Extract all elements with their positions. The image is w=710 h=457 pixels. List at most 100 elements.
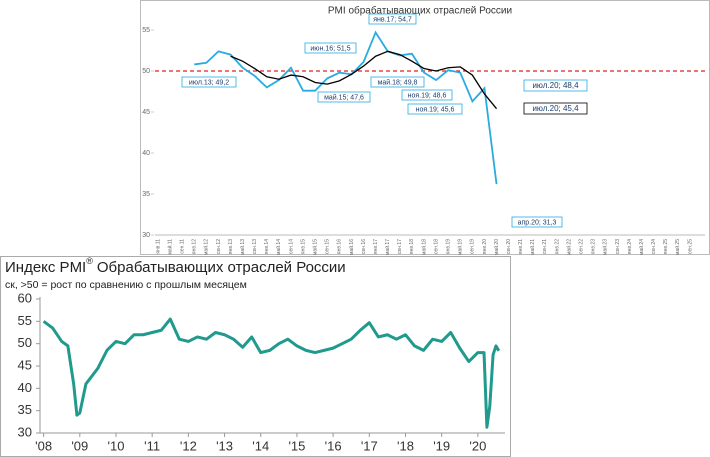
x-tick-label: май.24 <box>638 239 645 255</box>
annotation-box <box>523 102 588 115</box>
x-tick-label: сен.21 <box>542 239 548 254</box>
x-tick-label: '16 <box>325 438 342 453</box>
x-tick-label: '17 <box>361 438 378 453</box>
x-tick-label: май.23 <box>602 239 609 255</box>
x-tick-label: май.20 <box>493 239 500 255</box>
x-tick-label: '08 <box>35 438 52 453</box>
bottom-chart: 30 35 40 45 50 55 60 '08 '09 '10 '11 '12 '13 '14 '15 '1… <box>18 290 505 453</box>
x-tick-label: сен.12 <box>216 239 222 254</box>
y-tick-label: 35 <box>142 191 150 198</box>
y-tick-label: 60 <box>18 290 32 305</box>
x-tick-label: янв.17 <box>373 239 379 254</box>
annotation: июл.20; 45,4 <box>532 104 579 113</box>
y-tick-label: 40 <box>18 380 32 395</box>
x-tick-label: май.17 <box>384 239 391 255</box>
x-tick-label: сен.14 <box>288 239 294 254</box>
x-tick-label: янв.14 <box>264 239 270 254</box>
x-tick-label: янв.25 <box>663 239 669 254</box>
x-tick-label: май.14 <box>275 239 282 255</box>
x-tick-label: май.13 <box>239 239 246 255</box>
annotation-box <box>407 103 463 115</box>
y-tick-label: 30 <box>18 424 32 439</box>
x-tick-label: янв.22 <box>554 239 560 254</box>
x-tick-label: сен.22 <box>579 239 585 254</box>
x-tick-label: '18 <box>397 438 414 453</box>
annotation: июн.16; 51,5 <box>310 45 350 52</box>
x-tick-label: '11 <box>144 438 160 453</box>
y-tick-label: 40 <box>142 150 150 157</box>
x-tick-label: май.15 <box>312 239 319 255</box>
top-chart: 30 35 40 45 50 55 янв.11 май.11 сен.11 янв.12 май.… <box>142 13 705 255</box>
x-tick-label: '10 <box>108 438 125 453</box>
bottom-frame <box>0 256 511 457</box>
x-tick-label: май.19 <box>457 239 464 255</box>
x-tick-label: сен.24 <box>651 239 657 254</box>
x-tick-label: янв.18 <box>409 239 415 254</box>
y-tick-label: 45 <box>18 357 32 372</box>
y-tick-label: 50 <box>142 68 150 75</box>
x-tick-label: сен.20 <box>506 239 512 254</box>
annotation-box <box>370 76 425 88</box>
x-tick-label: сен.16 <box>361 239 367 254</box>
subtitle: ск, >50 = рост по сравнению с прошлым ме… <box>5 279 247 291</box>
x-tick-label: янв.23 <box>591 239 597 254</box>
y-tick-label: 50 <box>18 335 32 350</box>
series-line <box>194 30 498 185</box>
x-tick-label: янв.11 <box>155 239 161 254</box>
x-tick-label: сен.11 <box>180 239 186 254</box>
chart-title: Индекс PMI® Обрабатывающих отраслей Росси… <box>5 256 346 276</box>
title-rest: Обрабатывающих отраслей России <box>97 259 346 276</box>
annotation: ноя.19; 48,6 <box>408 92 447 99</box>
series-line <box>230 50 498 110</box>
x-tick-label: янв.20 <box>482 239 488 254</box>
x-tick-label: янв.19 <box>446 239 452 254</box>
x-tick-label: '09 <box>71 438 88 453</box>
x-tick-label: '12 <box>180 438 197 453</box>
y-tick-label: 35 <box>18 402 32 417</box>
annotation-box <box>304 42 357 54</box>
x-tick-label: май.22 <box>565 239 572 255</box>
x-tick-label: сен.17 <box>397 239 403 254</box>
chart-title: PMI обрабатывающих отраслей России <box>328 5 512 17</box>
x-tick-label: '20 <box>469 438 486 453</box>
x-tick-label: '13 <box>216 438 233 453</box>
y-tick-label: 55 <box>142 27 150 34</box>
x-tick-label: янв.12 <box>192 239 198 254</box>
x-tick-label: сен.23 <box>615 239 621 254</box>
x-tick-label: сен.19 <box>470 239 476 254</box>
x-tick-label: янв.15 <box>300 239 306 254</box>
x-tick-label: '15 <box>288 438 305 453</box>
annotation: ноя.19; 45,6 <box>416 106 455 113</box>
annotation-box <box>401 89 453 101</box>
annotation: май.18; 49,8 <box>378 78 418 86</box>
annotation: июл.13; 49,2 <box>189 79 229 86</box>
x-tick-label: '19 <box>433 438 450 453</box>
annotation-box <box>368 13 417 25</box>
x-tick-label: сен.15 <box>325 239 331 254</box>
x-tick-label: янв.16 <box>337 239 343 254</box>
annotation-box <box>523 79 588 92</box>
x-tick-label: май.11 <box>166 239 173 255</box>
y-tick-label: 30 <box>142 232 150 239</box>
top-frame <box>140 0 710 255</box>
x-tick-label: май.12 <box>203 239 210 255</box>
x-tick-label: май.25 <box>674 239 681 255</box>
annotation: июл.20; 48,4 <box>532 81 579 90</box>
x-tick-label: янв.21 <box>518 239 524 254</box>
x-tick-label: '14 <box>252 438 269 453</box>
x-tick-label: май.18 <box>420 239 427 255</box>
annotation: апр.20; 31,3 <box>518 219 557 226</box>
annotation-box <box>317 91 371 103</box>
y-tick-label: 45 <box>142 109 150 116</box>
annotation: янв.17; 54,7 <box>373 16 412 23</box>
y-tick-label: 55 <box>18 313 32 328</box>
x-tick-label: янв.24 <box>627 239 633 254</box>
x-tick-label: сен.18 <box>433 239 439 254</box>
title-mark: ® <box>86 256 93 266</box>
annotation: май.15; 47,6 <box>324 93 364 101</box>
annotation-box <box>511 216 563 228</box>
x-tick-label: янв.13 <box>228 239 234 254</box>
series-line <box>42 317 501 429</box>
x-tick-label: сен.25 <box>687 239 693 254</box>
